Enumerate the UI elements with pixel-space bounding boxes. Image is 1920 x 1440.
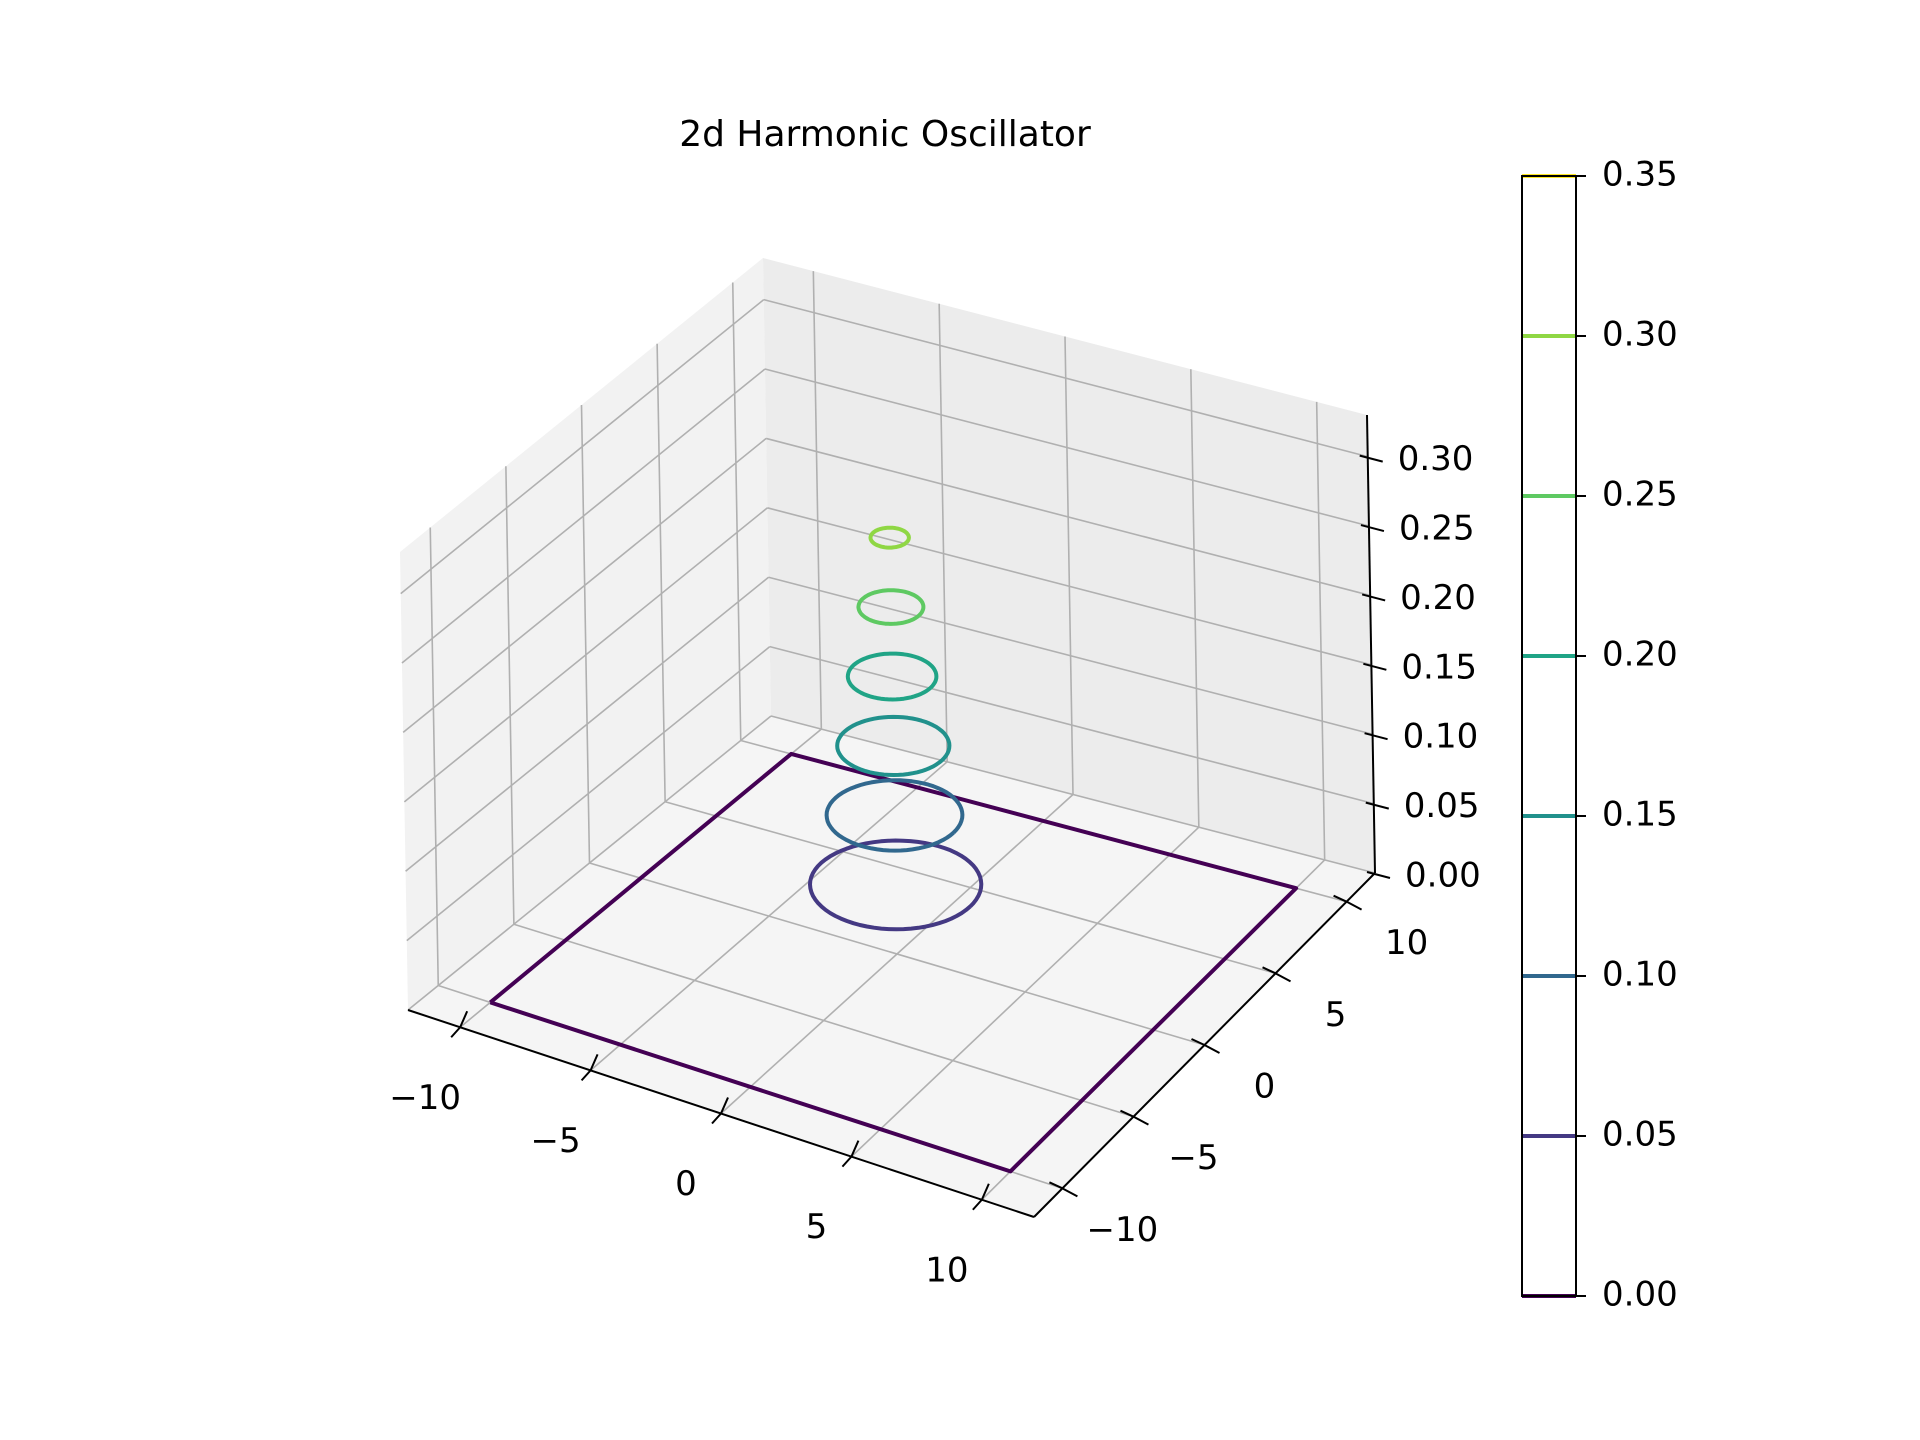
gridline-x-back	[1064, 336, 1074, 795]
z-tick-mark	[1363, 662, 1387, 671]
x-tick-mark	[841, 1155, 853, 1168]
gridline-x-back	[812, 271, 823, 730]
z-axis-line	[1366, 414, 1376, 874]
x-tick-mark	[450, 1026, 461, 1038]
gridline-z-back	[769, 645, 1374, 805]
contour-line	[856, 588, 926, 626]
chart-title: 2d Harmonic Oscillator	[679, 114, 1091, 155]
x-tick-mark	[850, 1140, 860, 1158]
gridline-y-left	[429, 527, 440, 986]
y-tick-mark	[1333, 894, 1348, 903]
y-tick-label: −5	[1168, 1138, 1218, 1178]
axis-panes	[400, 258, 1375, 1217]
y-tick-label: 0	[1254, 1067, 1276, 1107]
gridline-z-back	[770, 715, 1376, 874]
y-tick-mark	[1061, 1187, 1078, 1198]
z-tick-mark	[1361, 593, 1386, 602]
gridline-z-left	[402, 437, 767, 734]
colorbar-lines	[1522, 174, 1576, 1298]
y-tick-mark	[1048, 1181, 1063, 1190]
y-tick-label: 5	[1325, 995, 1347, 1035]
gridline-y-floor	[664, 800, 1276, 975]
gridline-z-back	[763, 298, 1368, 458]
axes-3d: −10−50510−10−505100.000.050.100.150.200.…	[389, 258, 1481, 1290]
gridline-y-left	[656, 343, 666, 802]
gridline-x-back	[1315, 401, 1326, 860]
gridline-x-back	[1190, 369, 1200, 828]
z-tick-label: 0.25	[1399, 509, 1475, 549]
y-tick-mark	[1204, 1044, 1220, 1054]
x-tick-label: −5	[531, 1121, 581, 1161]
y-tick-mark	[1275, 972, 1292, 983]
gridline-z-left	[406, 645, 771, 942]
gridline-y-left	[580, 404, 591, 864]
z-tick-mark	[1366, 871, 1391, 879]
x-tick-label: 0	[675, 1164, 697, 1204]
y-tick-mark	[1191, 1038, 1205, 1046]
z-tick-mark	[1359, 454, 1383, 463]
contour-lines	[489, 525, 1299, 1174]
gridline-z-left	[405, 576, 770, 872]
y-tick-mark	[1120, 1109, 1134, 1118]
colorbar-tick-label: 0.30	[1602, 315, 1678, 355]
z-tick-label: 0.10	[1403, 717, 1479, 757]
z-tick-label: 0.00	[1405, 856, 1481, 896]
gridline-z-back	[767, 507, 1372, 666]
colorbar-frame	[1521, 175, 1577, 1297]
x-tick-mark	[580, 1069, 592, 1082]
y-tick-mark	[1346, 900, 1363, 911]
gridline-z-left	[400, 299, 765, 595]
contour-line	[489, 751, 1299, 1174]
colorbar-ticks: 0.00 0.05 0.10 0.15 0.20 0.25 0.30 0.35	[1576, 155, 1678, 1315]
gridline-y-left	[731, 282, 742, 741]
z-tick-label: 0.30	[1398, 439, 1474, 479]
y-tick-mark	[1262, 966, 1276, 975]
gridline-z-back	[765, 437, 1371, 597]
x-tick-label: −10	[389, 1078, 461, 1118]
gridline-z-left	[401, 368, 766, 664]
x-tick-label: 10	[925, 1250, 968, 1290]
colorbar-tick-label: 0.20	[1602, 635, 1678, 675]
z-tick-label: 0.20	[1400, 578, 1476, 618]
x-tick-mark	[711, 1112, 722, 1125]
colorbar-tick-label: 0.00	[1602, 1275, 1678, 1315]
colorbar-tick-label: 0.05	[1602, 1115, 1678, 1155]
gridline-z-left	[403, 507, 768, 803]
y-tick-label: −10	[1087, 1210, 1159, 1250]
floor-pane	[408, 716, 1375, 1217]
colorbar-tick-label: 0.10	[1602, 955, 1678, 995]
x-tick-mark	[972, 1199, 983, 1211]
contour-line	[835, 714, 952, 777]
x-tick-mark	[720, 1097, 729, 1114]
colorbar-tick-label: 0.15	[1602, 795, 1678, 835]
gridline-y-floor	[589, 862, 1205, 1046]
z-tick-label: 0.05	[1404, 786, 1480, 826]
gridline-y-floor	[513, 923, 1134, 1118]
z-tick-mark	[1365, 801, 1390, 810]
gridline-y-left	[505, 466, 515, 925]
gridline-z-left	[407, 715, 772, 1011]
x-tick-mark	[589, 1053, 599, 1071]
gridline-z-back	[764, 368, 1370, 527]
z-tick-mark	[1360, 524, 1385, 532]
contour-line	[808, 838, 984, 932]
axis-ticks: −10−50510−10−505100.000.050.100.150.200.…	[389, 439, 1480, 1290]
gridline-z-back	[768, 576, 1373, 735]
contour-line	[845, 651, 939, 702]
colorbar-tick-label: 0.25	[1602, 475, 1678, 515]
z-tick-label: 0.15	[1401, 647, 1477, 687]
gridline-x-back	[938, 303, 948, 762]
contour-line	[824, 778, 965, 853]
y-tick-mark	[1132, 1115, 1149, 1126]
x-tick-mark	[980, 1183, 990, 1201]
x-tick-label: 5	[806, 1207, 828, 1247]
z-tick-mark	[1364, 732, 1388, 741]
y-tick-label: 10	[1385, 923, 1428, 963]
contour-line	[868, 525, 911, 550]
x-tick-mark	[459, 1010, 469, 1028]
colorbar: 0.00 0.05 0.10 0.15 0.20 0.25 0.30 0.35	[1521, 155, 1678, 1315]
colorbar-tick-label: 0.35	[1602, 155, 1678, 195]
